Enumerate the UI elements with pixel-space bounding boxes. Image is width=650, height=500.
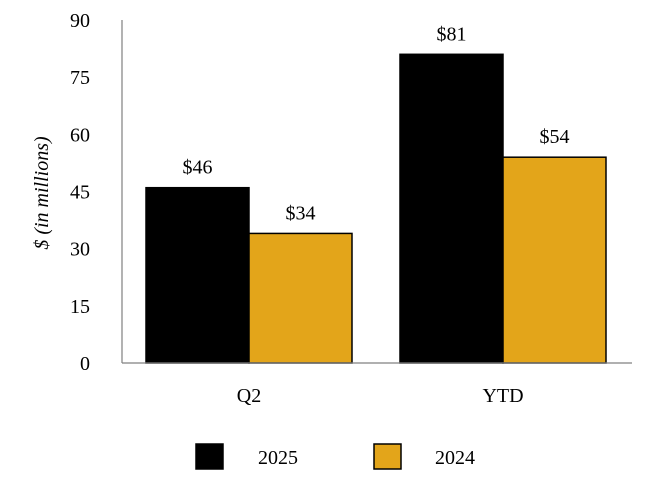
y-tick-label: 30 (70, 239, 90, 261)
data-label: $46 (183, 157, 213, 179)
legend-swatch-2025 (195, 443, 224, 470)
legend-label-2025: 2025 (258, 447, 298, 469)
y-axis-title: $ (in millions) (31, 136, 53, 250)
axes-layer: 0 15 30 45 60 75 90 Q2 YTD (70, 10, 632, 407)
bars-layer: $46 $81 $34 $54 (145, 23, 607, 364)
y-tick-label: 0 (80, 353, 90, 375)
y-tick-label: 45 (70, 182, 90, 204)
legend-label-2024: 2024 (435, 447, 475, 469)
legend: 2025 2024 (195, 443, 475, 470)
data-label: $54 (540, 126, 570, 148)
y-tick-label: 60 (70, 124, 90, 146)
y-tick-label: 15 (70, 296, 90, 318)
bar-2025-ytd (399, 53, 504, 364)
bar-2025-q2 (145, 186, 250, 364)
y-tick-label: 90 (70, 10, 90, 32)
y-tick-label: 75 (70, 67, 90, 89)
data-label: $34 (286, 202, 316, 224)
x-category-label: YTD (482, 385, 523, 407)
bar-2024-ytd (502, 156, 607, 364)
bar-2024-q2 (248, 232, 353, 364)
data-label: $81 (437, 23, 467, 45)
legend-swatch-2024 (373, 443, 402, 470)
x-category-label: Q2 (237, 385, 261, 407)
